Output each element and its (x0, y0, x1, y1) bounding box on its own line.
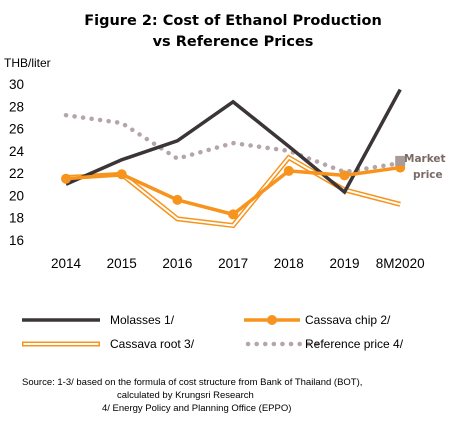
y-axis-unit-label: THB/liter (4, 56, 51, 70)
x-tick-label: 8M2020 (376, 256, 425, 271)
legend-item-cassava-root-3: Cassava root 3/ (22, 337, 195, 351)
legend-label: Cassava chip 2/ (305, 313, 391, 327)
market-price-marker (395, 155, 406, 166)
x-tick-label: 2018 (274, 256, 304, 271)
source-line-2: calculated by Krungsri Research (117, 390, 254, 401)
x-axis: 2014 2015 2016 2017 2018 2019 8M2020 (51, 256, 425, 271)
x-tick-label: 2014 (51, 256, 82, 271)
legend-label: Cassava root 3/ (110, 337, 195, 351)
y-tick-label: 20 (9, 188, 24, 203)
cassava-chip-2-point (283, 165, 294, 176)
legend-item-molasses-1: Molasses 1/ (22, 313, 175, 327)
source-line-3: 4/ Energy Policy and Planning Office (EP… (102, 403, 291, 414)
y-tick-label: 18 (9, 211, 24, 226)
legend-item-cassava-chip-2: Cassava chip 2/ (244, 313, 391, 327)
plot-area (61, 88, 406, 229)
source-line-1: Source: 1-3/ based on the formula of cos… (22, 377, 362, 388)
annotation-line-2: price (413, 169, 443, 181)
cassava-chip-2-point (61, 173, 71, 184)
x-tick-label: 2017 (218, 256, 248, 271)
source-note: Source: 1-3/ based on the formula of cos… (22, 377, 362, 414)
cassava-chip-2-point (172, 194, 183, 205)
legend-marker (267, 315, 277, 325)
y-tick-label: 16 (9, 233, 24, 248)
cassava-chip-2-point (228, 209, 239, 220)
cassava-chip-2-point (339, 170, 350, 181)
legend-label: Molasses 1/ (110, 313, 175, 327)
legend-label: Reference price 4/ (305, 337, 404, 351)
y-tick-label: 28 (9, 99, 24, 114)
market-price-annotation: Market price (395, 153, 446, 181)
x-tick-label: 2016 (162, 256, 192, 271)
legend-item-reference-price-4: Reference price 4/ (245, 337, 404, 351)
reference-price-4-series-line (63, 112, 403, 175)
molasses-1-series-line (65, 88, 402, 195)
legend: Molasses 1/Cassava chip 2/Cassava root 3… (22, 313, 404, 351)
y-tick-label: 30 (9, 77, 24, 92)
y-tick-label: 26 (9, 122, 24, 137)
y-tick-label: 22 (9, 166, 24, 181)
annotation-line-1: Market (404, 153, 446, 165)
y-tick-label: 24 (9, 144, 25, 159)
chart-title-line-1: Figure 2: Cost of Ethanol Production (84, 13, 382, 29)
cassava-chip-2-point (116, 169, 127, 180)
chart-title-line-2: vs Reference Prices (153, 34, 314, 50)
y-axis: 16 18 20 22 24 26 28 30 (9, 77, 25, 248)
x-tick-label: 2015 (107, 256, 137, 271)
x-tick-label: 2019 (329, 256, 359, 271)
